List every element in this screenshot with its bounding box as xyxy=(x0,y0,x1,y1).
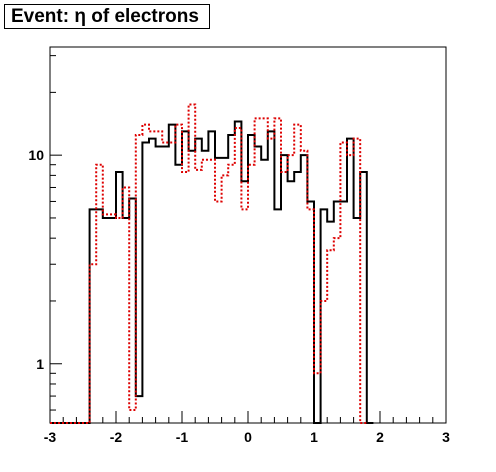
x-tick-label: 1 xyxy=(310,429,318,445)
y-tick-label: 10 xyxy=(28,147,44,163)
y-tick-label: 1 xyxy=(36,356,44,372)
chart-title: Event: η of electrons xyxy=(11,5,199,27)
x-tick-label: 3 xyxy=(442,429,450,445)
plot-frame xyxy=(49,46,447,424)
x-tick-label: 2 xyxy=(376,429,384,445)
histogram-series-black xyxy=(50,120,374,424)
x-tick-label: -1 xyxy=(176,429,189,445)
x-tick-label: -3 xyxy=(44,429,57,445)
chart-title-box: Event: η of electrons xyxy=(4,4,210,29)
x-tick-label: -2 xyxy=(110,429,123,445)
x-tick-label: 0 xyxy=(244,429,252,445)
histogram-series-red xyxy=(50,103,367,424)
